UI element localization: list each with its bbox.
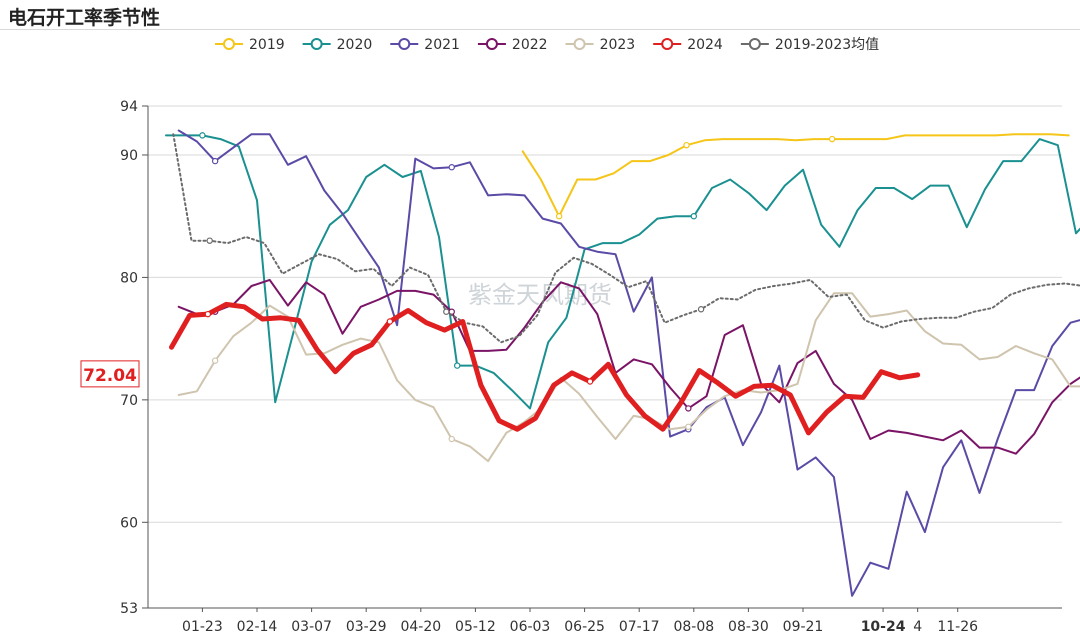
series-point [685, 423, 692, 430]
x-tick-label: 06-03 [510, 619, 551, 635]
legend-swatch-marker [661, 38, 674, 50]
series-point [211, 357, 219, 364]
x-tick-label: 11-26 [937, 619, 978, 635]
series-point [555, 212, 563, 220]
legend-item-2019-2023均值[interactable]: 2019-2023均值 [740, 37, 879, 53]
legend-label: 2019-2023均值 [775, 37, 879, 53]
legend-label: 2020 [337, 37, 373, 53]
legend-label: 2024 [687, 37, 723, 53]
legend-item-2020[interactable]: 2020 [302, 37, 373, 53]
y-tick-label: 90 [120, 148, 138, 164]
legend-label: 2019 [249, 37, 285, 53]
series-point [211, 157, 219, 165]
series-point [386, 318, 394, 325]
axes: 53 60 70 80 90 94 01-23 02-14 03-07 03-29 04-20 05-… [120, 99, 1062, 635]
highlight-value-label: 72.04 [83, 366, 137, 386]
chart-title: 电石开工率季节性 [8, 7, 161, 29]
x-tick-label: 05-12 [455, 619, 496, 635]
series-point [685, 405, 692, 412]
y-tick-label: 60 [120, 515, 138, 531]
series-line-2019 [521, 133, 1070, 218]
legend-item-2022[interactable]: 2022 [477, 37, 548, 53]
legend-item-2023[interactable]: 2023 [565, 37, 636, 53]
legend-swatch-marker [223, 38, 235, 50]
series-point [690, 212, 698, 220]
series-point [443, 308, 450, 315]
x-tick-label: 03-29 [346, 619, 387, 635]
series-line-2024 [169, 301, 921, 436]
legend-item-2019[interactable]: 2019 [215, 37, 285, 53]
legend: 2019 2020 2021 2022 2023 2024 2019-2023均值 [215, 37, 879, 53]
legend-swatch-marker [398, 38, 411, 50]
x-tick-label: 01-23 [182, 619, 223, 635]
legend-label: 2023 [600, 37, 636, 53]
series-line-2023 [177, 292, 1080, 463]
series-point [206, 237, 213, 244]
series-group [165, 129, 1080, 597]
legend-swatch-marker [748, 38, 761, 50]
series-point [828, 135, 836, 143]
title-divider [0, 29, 1080, 30]
legend-label: 2022 [512, 37, 548, 53]
series-point [697, 306, 705, 313]
y-tick-label: 70 [120, 393, 138, 409]
y-tick-label: 94 [120, 99, 138, 115]
series-line-2019-2023均值 [172, 133, 1080, 344]
highlight-badge: 72.04 [80, 360, 140, 388]
x-tick-label: 03-07 [291, 619, 332, 635]
x-tick-label: 08-08 [673, 619, 714, 635]
x-tick-label: 04-20 [400, 619, 441, 635]
legend-swatch-marker [485, 38, 498, 50]
legend-swatch-marker [310, 38, 323, 50]
series-point [448, 164, 455, 171]
series-point [683, 141, 690, 149]
series-line-2021 [177, 129, 1080, 597]
series-line-2020 [165, 134, 1080, 410]
series-point [586, 378, 594, 385]
x-tick-label: 10-24 [861, 619, 906, 635]
x-tick-label: 4 [913, 619, 922, 635]
legend-item-2021[interactable]: 2021 [390, 37, 460, 53]
highlight-value-box [80, 360, 140, 388]
legend-item-2024[interactable]: 2024 [653, 37, 723, 53]
x-tick-label: 06-25 [564, 619, 605, 635]
series-point [454, 362, 461, 369]
series-point [448, 435, 455, 443]
x-tick-label: 09-21 [783, 619, 824, 635]
x-tick-label: 02-14 [237, 619, 278, 635]
legend-swatch-marker [573, 38, 586, 50]
y-tick-label: 80 [120, 270, 138, 286]
y-tick-label: 53 [120, 601, 138, 617]
x-tick-label: 07-17 [619, 619, 660, 635]
series-point [204, 310, 212, 318]
legend-label: 2021 [424, 37, 460, 53]
series-point [199, 132, 206, 139]
x-tick-label: 08-30 [728, 619, 769, 635]
series-line-2022 [177, 278, 1080, 455]
